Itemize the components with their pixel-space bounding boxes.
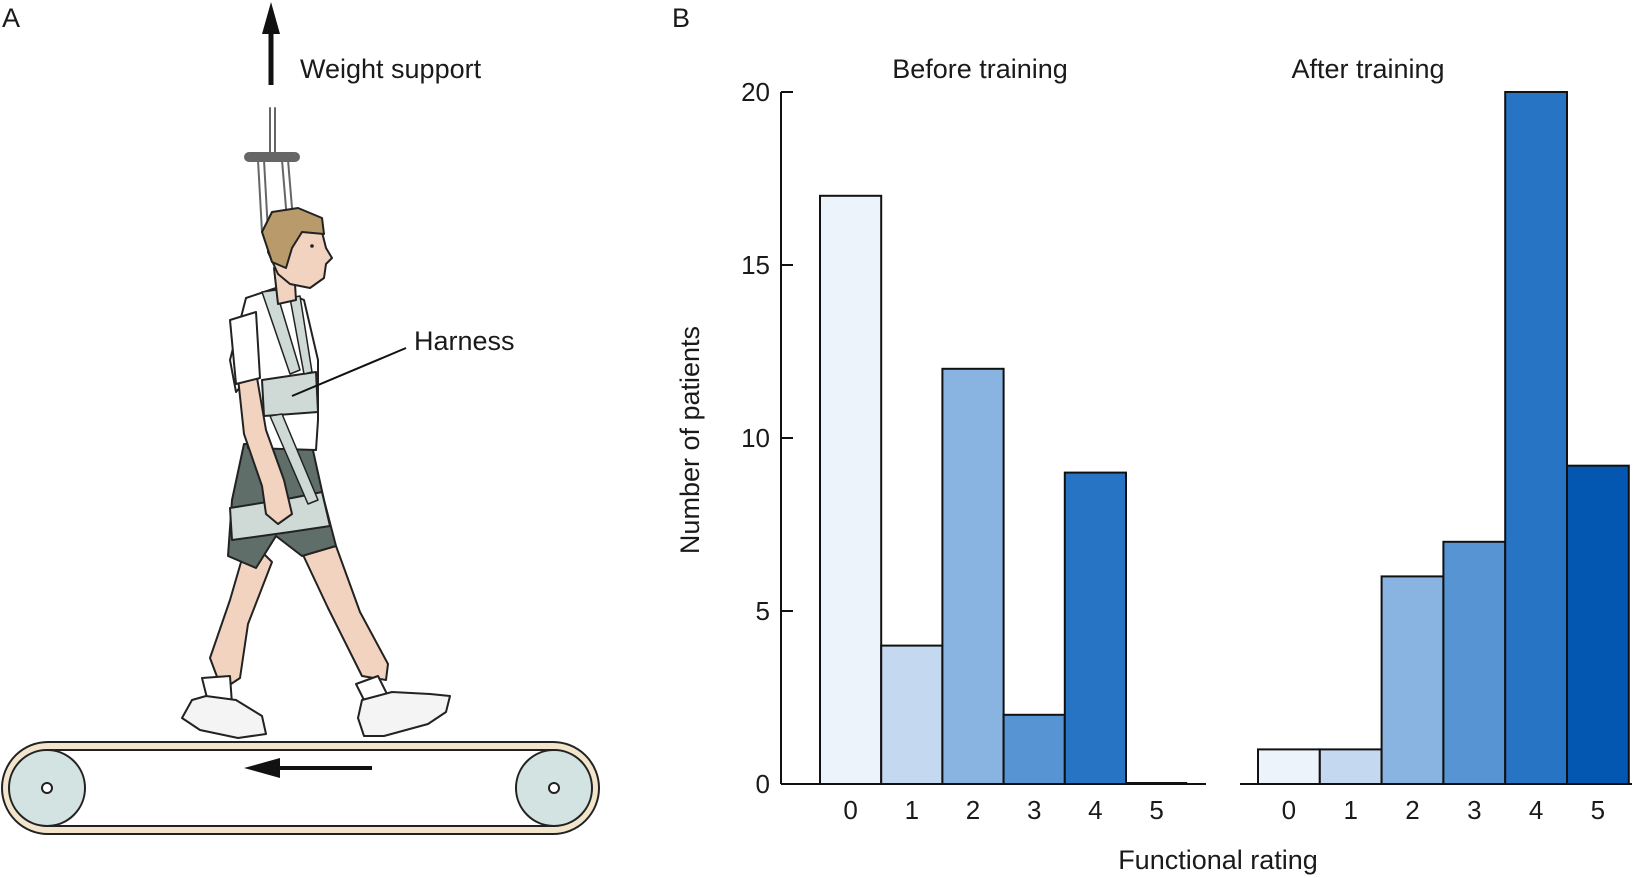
bar-rating-3	[1002, 713, 1066, 785]
x-tick-label: 2	[1405, 795, 1419, 825]
bars-after	[1257, 91, 1630, 786]
x-tick-label: 4	[1088, 795, 1102, 825]
x-tick-label: 2	[966, 795, 980, 825]
spreader-bar	[244, 152, 300, 162]
panel-b-letter: B	[672, 3, 690, 33]
treadmill-belt	[47, 749, 554, 827]
bar-rating-4	[1063, 471, 1128, 785]
panel-a-letter: A	[2, 3, 20, 33]
bar-rating-4	[1504, 91, 1568, 785]
bar-rating-0	[1257, 748, 1321, 786]
x-tick-label: 4	[1529, 795, 1543, 825]
y-axis: 0 5 10 15 20	[741, 77, 793, 799]
suspension-cables	[257, 107, 294, 233]
harness-label: Harness	[414, 326, 515, 356]
harness-leader-line	[291, 347, 407, 397]
subplot-title-after: After training	[1291, 54, 1444, 84]
bar-rating-3	[1442, 540, 1507, 785]
y-ticks: 0 5 10 15 20	[741, 77, 793, 799]
x-tick-label: 3	[1027, 795, 1041, 825]
bar-rating-2	[941, 367, 1005, 785]
arrow-left-icon	[244, 758, 372, 778]
x-tick-label: 5	[1591, 795, 1605, 825]
x-tick-label: 0	[1282, 795, 1296, 825]
bar-rating-1	[1318, 748, 1383, 786]
panel-a: A Weight support	[1, 2, 600, 835]
bar-rating-1	[880, 644, 944, 785]
x-tick-label: 3	[1467, 795, 1481, 825]
y-tick-label: 5	[756, 596, 770, 626]
y-tick-label: 0	[756, 769, 770, 799]
bar-rating-0	[819, 194, 883, 786]
panel-b: B Number of patients Functional rating 0…	[672, 3, 1632, 875]
x-tick-labels-after: 0 1 2 3 4 5	[1282, 795, 1605, 825]
person-walking-on-treadmill-icon	[181, 107, 451, 739]
weight-support-label: Weight support	[300, 54, 482, 84]
x-tick-label: 5	[1149, 795, 1163, 825]
subplot-title-before: Before training	[892, 54, 1068, 84]
y-tick-label: 10	[741, 423, 770, 453]
bars-before	[819, 194, 1188, 786]
bar-rating-2	[1380, 575, 1445, 786]
arrow-up-icon	[262, 2, 280, 85]
x-tick-label: 1	[1343, 795, 1357, 825]
y-axis-label: Number of patients	[675, 326, 705, 554]
treadmill	[1, 741, 600, 835]
x-axis-label: Functional rating	[1118, 845, 1318, 875]
x-tick-label: 0	[843, 795, 857, 825]
subplot-before-training: Before training 0 1 2 3 4 5	[781, 54, 1206, 825]
y-tick-label: 20	[741, 77, 770, 107]
x-tick-label: 1	[905, 795, 919, 825]
y-tick-label: 15	[741, 250, 770, 280]
bar-rating-5	[1566, 464, 1630, 785]
x-tick-labels-before: 0 1 2 3 4 5	[843, 795, 1163, 825]
subplot-after-training: After training 0 1 2 3 4 5	[1240, 54, 1632, 825]
